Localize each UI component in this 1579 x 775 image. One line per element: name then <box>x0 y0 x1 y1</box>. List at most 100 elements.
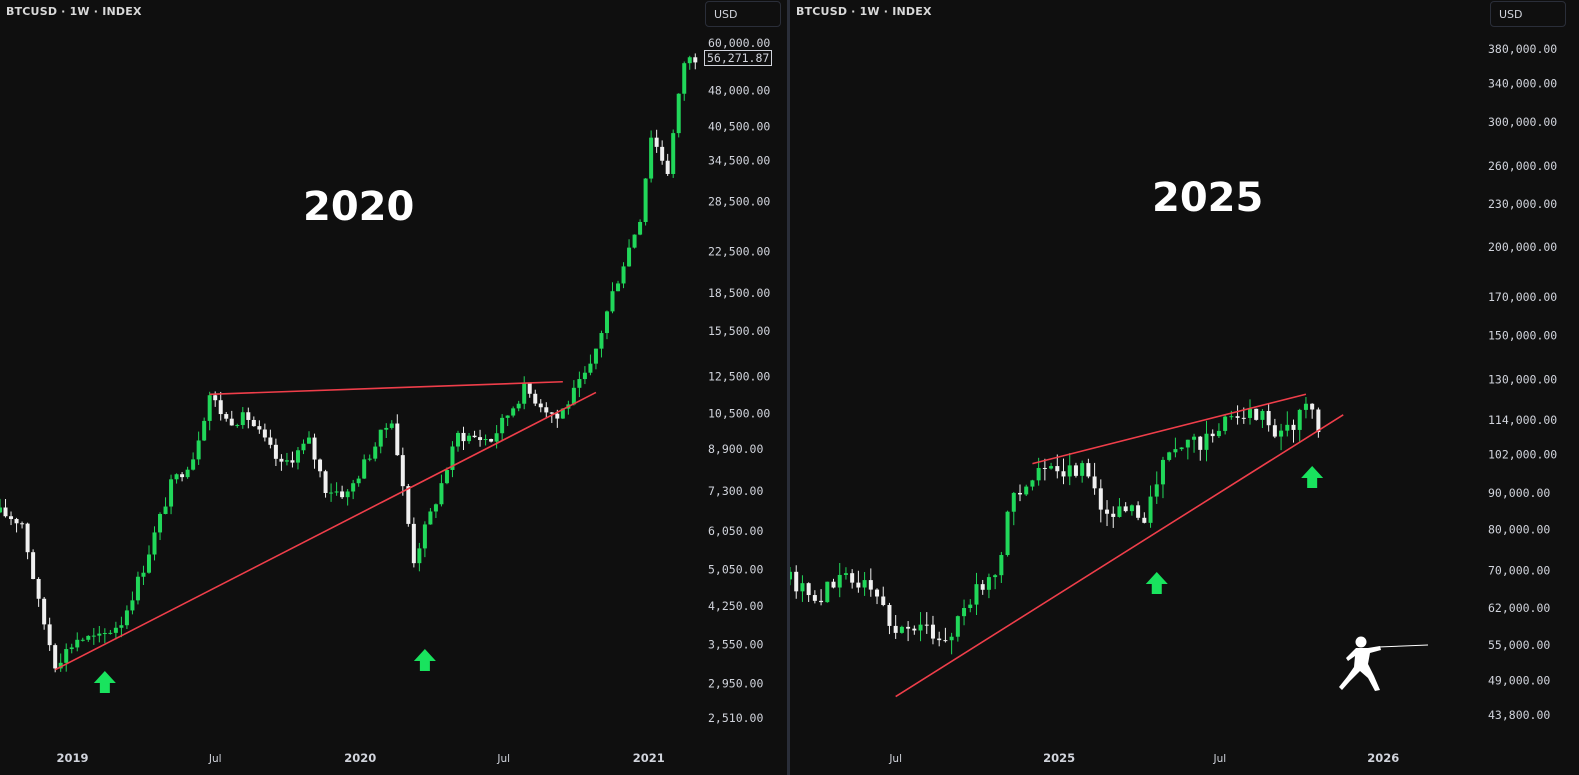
candle-body <box>632 234 637 248</box>
candle-body <box>450 446 455 470</box>
candle-body <box>14 519 19 524</box>
candle-body <box>511 408 516 416</box>
y-tick-label: 60,000.00 <box>708 36 770 50</box>
up-arrow-icon <box>1301 466 1324 488</box>
candle-body <box>1297 409 1302 430</box>
up-arrow-shape <box>1145 572 1168 594</box>
candle-body <box>64 649 69 663</box>
candle-body <box>180 474 185 478</box>
candle-body <box>875 589 880 597</box>
candle-body <box>1235 416 1240 418</box>
y-tick-label: 43,800.00 <box>1488 708 1550 722</box>
candle-body <box>1185 439 1190 448</box>
candle-body <box>899 626 904 633</box>
candle-body <box>42 598 47 625</box>
candle-body <box>643 178 648 222</box>
candle-body <box>1241 417 1246 419</box>
candle-body <box>246 412 251 420</box>
up-arrow-shape <box>93 671 116 693</box>
candle-body <box>1117 506 1122 517</box>
y-tick-label: 62,000.00 <box>1488 601 1550 615</box>
candle-body <box>146 554 151 573</box>
candle-body <box>329 492 334 494</box>
candle-body <box>80 639 85 641</box>
y-tick-label: 340,000.00 <box>1488 76 1557 90</box>
candle-body <box>806 583 811 596</box>
currency-button[interactable]: USD <box>705 1 781 27</box>
candle-body <box>1049 466 1054 469</box>
candle-body <box>1223 416 1228 431</box>
candle-body <box>1216 430 1221 437</box>
candle-body <box>943 640 948 642</box>
candle-body <box>1030 480 1035 487</box>
candle-body <box>295 450 300 463</box>
panel-divider[interactable] <box>787 0 790 775</box>
candle-body <box>1310 403 1315 410</box>
candle-body <box>1254 408 1259 420</box>
candle-body <box>980 584 985 590</box>
x-tick-label: 2019 <box>57 751 89 765</box>
candle-body <box>213 395 218 401</box>
candle-body <box>1024 486 1029 495</box>
candle-body <box>1160 459 1165 485</box>
candle-body <box>279 458 284 462</box>
candle-body <box>974 584 979 605</box>
candle-body <box>906 626 911 629</box>
candle-body <box>334 491 339 493</box>
currency-button[interactable]: USD <box>1490 1 1566 27</box>
candle-body <box>571 387 576 405</box>
y-tick-label: 8,900.00 <box>708 442 763 456</box>
y-tick-label: 28,500.00 <box>708 194 770 208</box>
current-price-label: 56,271.87 <box>704 50 773 66</box>
candle-body <box>202 420 207 441</box>
candle-body <box>687 57 692 64</box>
candle-body <box>444 469 449 484</box>
x-tick-label: 2021 <box>633 751 665 765</box>
candle-body <box>604 311 609 334</box>
candle-body <box>1123 506 1128 512</box>
chart-title: 2020 <box>303 184 415 230</box>
symbol-label[interactable]: BTCUSD · 1W · INDEX <box>6 5 142 18</box>
candle-body <box>224 414 229 419</box>
candle-body <box>395 423 400 456</box>
candle-body <box>31 552 36 579</box>
candle-body <box>433 504 438 512</box>
candle-body <box>968 604 973 609</box>
candle-body <box>257 426 262 430</box>
candle-body <box>69 647 74 650</box>
candle-body <box>1316 409 1321 433</box>
y-tick-label: 70,000.00 <box>1488 563 1550 577</box>
candle-body <box>229 418 234 426</box>
candle-body <box>47 624 52 646</box>
chart-canvas-right[interactable]: 380,000.00 340,000.00 300,000.00 260,000.00… <box>790 0 1579 775</box>
candle-body <box>1105 509 1110 514</box>
candle-body <box>1055 466 1060 472</box>
candle-body <box>1154 484 1159 497</box>
y-tick-label: 380,000.00 <box>1488 42 1557 56</box>
up-arrow-icon <box>1145 572 1168 594</box>
candle-body <box>616 283 621 292</box>
candle-body <box>1142 517 1147 523</box>
x-tick-label: Jul <box>1212 753 1226 765</box>
candle-body <box>218 400 223 415</box>
candle-body <box>1179 447 1184 450</box>
trendline-resistance <box>209 380 563 396</box>
y-tick-label: 80,000.00 <box>1488 522 1550 536</box>
chart-canvas-left[interactable]: 60,000.00 48,000.00 40,500.00 34,500.00 28,5… <box>0 0 787 775</box>
y-tick-label: 114,000.00 <box>1488 413 1557 427</box>
candle-body <box>9 516 14 520</box>
candle-body <box>800 583 805 592</box>
candle-body <box>887 604 892 626</box>
y-tick-label: 15,500.00 <box>708 324 770 338</box>
candle-body <box>505 415 510 418</box>
trendline-support <box>895 414 1344 698</box>
y-tick-label: 2,950.00 <box>708 677 763 691</box>
candle-body <box>1111 513 1116 517</box>
candle-body <box>268 437 273 445</box>
candle-body <box>533 393 538 404</box>
candle-body <box>665 160 670 174</box>
symbol-label[interactable]: BTCUSD · 1W · INDEX <box>796 5 932 18</box>
candle-body <box>0 507 2 513</box>
candle-body <box>610 291 615 312</box>
candle-body <box>235 425 240 427</box>
